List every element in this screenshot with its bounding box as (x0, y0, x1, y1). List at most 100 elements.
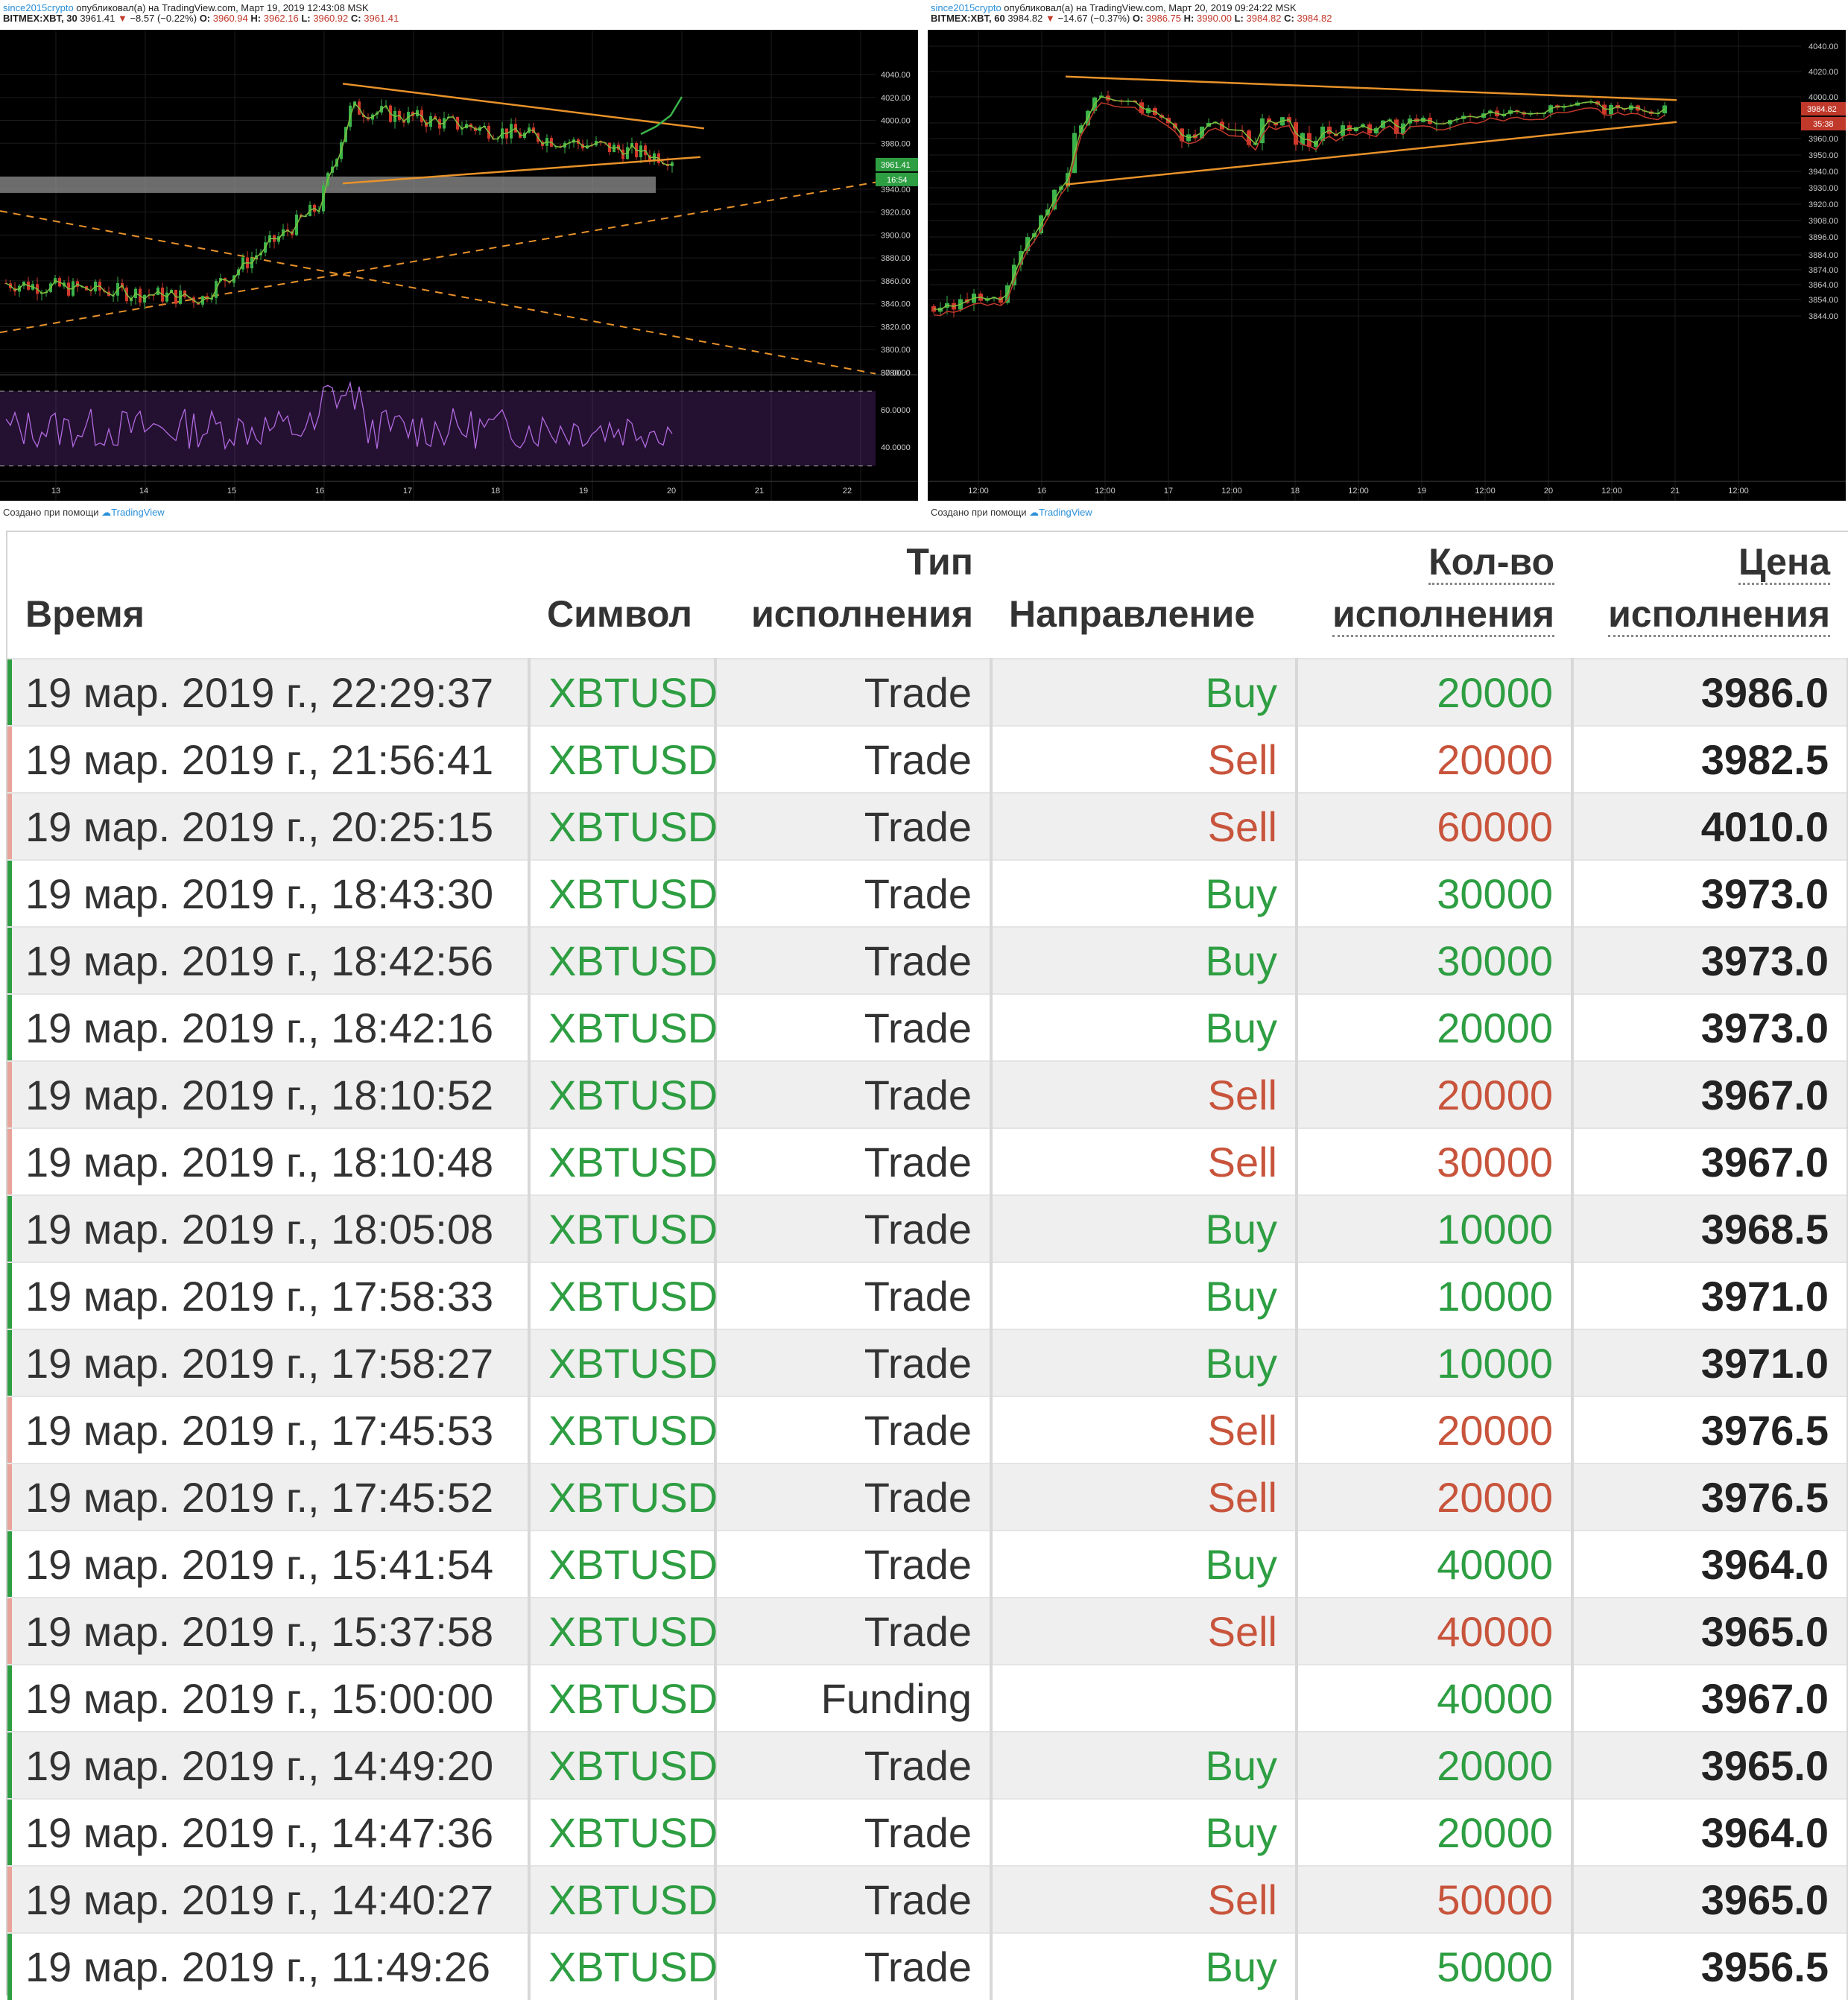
left-chart-panel: since2015crypto опубликовал(а) на Tradin… (0, 0, 918, 525)
price-axis-label: 4020.00 (881, 94, 911, 103)
cell-price: 3971.0 (1572, 1329, 1848, 1396)
price-axis-label: 3920.00 (881, 209, 911, 218)
cell-time: 19 мар. 2019 г., 18:10:48 (7, 1127, 531, 1195)
table-row[interactable]: 19 мар. 2019 г., 14:47:36 XBTUSD Trade Buy 2… (7, 1798, 1848, 1866)
table-row[interactable]: 19 мар. 2019 г., 11:49:26 XBTUSD Trade Buy 5… (7, 1932, 1848, 2000)
cell-quantity: 40000 (1297, 1597, 1574, 1665)
table-row[interactable]: 19 мар. 2019 г., 17:45:53 XBTUSD Trade Sell… (7, 1396, 1848, 1463)
time-axis-label: 22 (843, 487, 852, 496)
time-axis-label: 16 (315, 487, 324, 496)
cell-price: 3967.0 (1572, 1060, 1848, 1128)
column-header-price[interactable]: Цена исполнения (1572, 532, 1848, 659)
cell-exec-type: Trade (715, 1597, 993, 1665)
cell-exec-type: Trade (715, 658, 993, 726)
rsi-axis-label: 80.0000 (881, 369, 911, 378)
cell-price: 3971.0 (1572, 1262, 1848, 1329)
table-row[interactable]: 19 мар. 2019 г., 18:42:56 XBTUSD Trade Buy 3… (7, 926, 1848, 994)
right-chart-footer: Создано при помощи ☁TradingView (931, 507, 1092, 519)
table-row[interactable]: 19 мар. 2019 г., 17:58:33 XBTUSD Trade Buy 1… (7, 1262, 1848, 1329)
symbol-label: BITMEX:XBT, 30 (3, 13, 77, 24)
low-value: 3960.92 (313, 13, 349, 24)
left-chart-canvas[interactable]: 4040.00 4020.00 4000.00 3980.00 3940.00 3920.… (0, 30, 918, 501)
author-link[interactable]: since2015crypto (931, 2, 1001, 13)
column-header-quantity[interactable]: Кол-во исполнения (1297, 532, 1572, 659)
price-change: −8.57 (−0.22%) (130, 13, 197, 24)
cell-exec-type: Trade (715, 1262, 993, 1329)
triangle-upper-line (342, 83, 705, 130)
right-chart-canvas[interactable]: 4040.004020.004000.003970.003960.003950.… (928, 30, 1846, 501)
time-axis-label: 18 (491, 487, 500, 496)
table-row[interactable]: 19 мар. 2019 г., 22:29:37 XBTUSD Trade Buy 2… (7, 658, 1848, 726)
cell-quantity: 60000 (1297, 792, 1574, 860)
cell-symbol: XBTUSD (529, 1798, 718, 1866)
table-row[interactable]: 19 мар. 2019 г., 15:41:54 XBTUSD Trade Buy 4… (7, 1530, 1848, 1598)
cell-price: 3967.0 (1572, 1127, 1848, 1195)
table-row[interactable]: 19 мар. 2019 г., 18:10:48 XBTUSD Trade Sell… (7, 1127, 1848, 1195)
author-link[interactable]: since2015crypto (3, 2, 74, 13)
cell-exec-type: Trade (715, 1194, 993, 1262)
time-axis-label: 19 (1417, 487, 1426, 496)
cell-symbol: XBTUSD (529, 1127, 718, 1195)
cell-price: 4010.0 (1572, 792, 1848, 860)
table-row[interactable]: 19 мар. 2019 г., 15:37:58 XBTUSD Trade Sell… (7, 1597, 1848, 1665)
price-axis-label: 3840.00 (881, 300, 911, 309)
price-axis-label: 4020.00 (1809, 68, 1838, 77)
open-value: 3960.94 (212, 13, 248, 24)
high-value: 3962.16 (263, 13, 299, 24)
table-row[interactable]: 19 мар. 2019 г., 14:49:20 XBTUSD Trade Buy 2… (7, 1731, 1848, 1799)
cell-price: 3967.0 (1572, 1664, 1848, 1732)
table-row[interactable]: 19 мар. 2019 г., 18:43:30 XBTUSD Trade Buy 3… (7, 859, 1848, 927)
column-header-symbol[interactable]: Символ (547, 593, 692, 635)
table-row[interactable]: 19 мар. 2019 г., 17:45:52 XBTUSD Trade Sell… (7, 1463, 1848, 1531)
left-chart-header: since2015crypto опубликовал(а) на Tradin… (0, 0, 918, 30)
down-arrow-icon: ▼ (1045, 13, 1055, 24)
close-label: C: (350, 13, 361, 24)
cell-price: 3965.0 (1572, 1731, 1848, 1799)
column-header-exec-type[interactable]: Тип исполнения (751, 541, 973, 635)
cell-price: 3973.0 (1572, 859, 1848, 927)
rsi-axis-label: 40.0000 (881, 443, 911, 452)
time-axis-label: 21 (755, 487, 764, 496)
open-label: O: (199, 13, 211, 24)
cell-direction: Buy (991, 658, 1298, 726)
table-row[interactable]: 19 мар. 2019 г., 21:56:41 XBTUSD Trade Sell… (7, 725, 1848, 793)
cell-exec-type: Trade (715, 1127, 993, 1195)
price-axis-label: 3900.00 (881, 231, 911, 240)
tradingview-link[interactable]: TradingView (111, 507, 165, 518)
moving-average-slow-line (933, 102, 1665, 317)
column-header-time[interactable]: Время (25, 593, 145, 635)
price-axis-label: 3884.00 (1809, 251, 1838, 260)
cell-quantity: 20000 (1297, 993, 1574, 1061)
table-row[interactable]: 19 мар. 2019 г., 20:25:15 XBTUSD Trade Sell… (7, 792, 1848, 860)
price-axis-label: 3930.00 (1809, 184, 1838, 193)
tradingview-link[interactable]: TradingView (1039, 507, 1092, 518)
cell-time: 19 мар. 2019 г., 14:40:27 (7, 1865, 531, 1933)
cell-quantity: 10000 (1297, 1194, 1574, 1262)
table-header-row: Время Символ Тип исполнения Направление К… (7, 532, 1848, 659)
cell-exec-type: Trade (715, 725, 993, 793)
cell-direction: Buy (991, 1329, 1298, 1396)
table-row[interactable]: 19 мар. 2019 г., 14:40:27 XBTUSD Trade Sell… (7, 1865, 1848, 1933)
cell-symbol: XBTUSD (529, 1597, 718, 1665)
cell-exec-type: Funding (715, 1664, 993, 1732)
cell-direction: Sell (991, 1060, 1298, 1128)
cell-exec-type: Trade (715, 1798, 993, 1866)
cell-price: 3976.5 (1572, 1463, 1848, 1531)
price-change: −14.67 (−0.37%) (1057, 13, 1130, 24)
table-row[interactable]: 19 мар. 2019 г., 18:05:08 XBTUSD Trade Buy 1… (7, 1194, 1848, 1262)
right-chart-header: since2015crypto опубликовал(а) на Tradin… (928, 0, 1846, 30)
left-price-chart[interactable]: 4040.00 4020.00 4000.00 3980.00 3940.00 3920.… (0, 30, 918, 501)
cell-direction: Sell (991, 725, 1298, 793)
cell-price: 3982.5 (1572, 725, 1848, 793)
table-row[interactable]: 19 мар. 2019 г., 15:00:00 XBTUSD Funding 40… (7, 1664, 1848, 1732)
price-badge (876, 157, 918, 171)
table-row[interactable]: 19 мар. 2019 г., 17:58:27 XBTUSD Trade Buy 1… (7, 1329, 1848, 1396)
table-row[interactable]: 19 мар. 2019 г., 18:10:52 XBTUSD Trade Sell… (7, 1060, 1848, 1128)
right-price-chart[interactable]: 4040.004020.004000.003970.003960.003950.… (928, 30, 1846, 501)
cell-quantity: 50000 (1297, 1932, 1574, 2000)
cell-time: 19 мар. 2019 г., 15:37:58 (7, 1597, 531, 1665)
time-axis-label: 12:00 (1095, 487, 1116, 496)
column-header-direction[interactable]: Направление (1009, 593, 1256, 635)
table-row[interactable]: 19 мар. 2019 г., 18:42:16 XBTUSD Trade Buy 2… (7, 993, 1848, 1061)
price-axis-label: 3940.00 (881, 186, 911, 194)
